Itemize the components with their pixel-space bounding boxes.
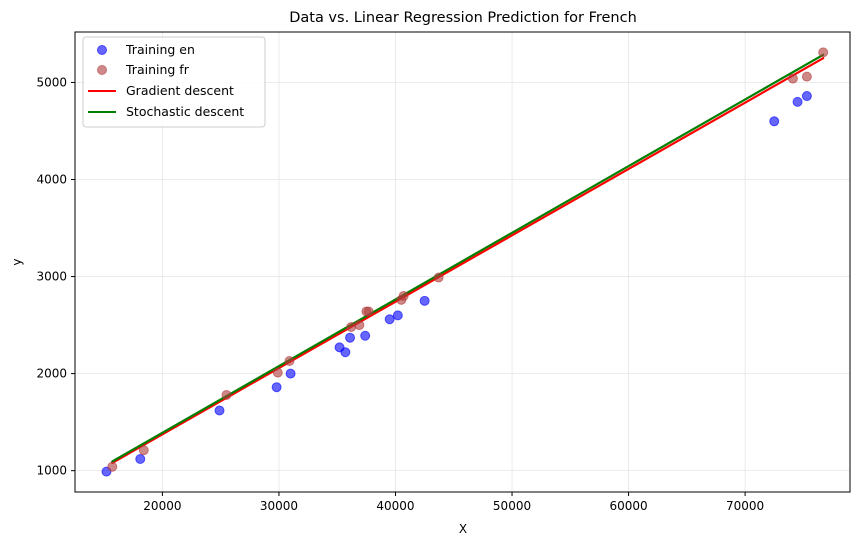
training-en-point <box>769 116 780 127</box>
training-fr-point <box>398 290 409 301</box>
training-en-point <box>340 347 351 358</box>
training-fr-point <box>433 272 444 283</box>
x-tick-label: 70000 <box>726 499 764 513</box>
training-fr-point <box>354 320 365 331</box>
training-en-point <box>392 310 403 321</box>
training-en-point <box>135 454 146 465</box>
training-fr-point <box>272 367 283 378</box>
training-fr-point <box>138 445 149 456</box>
legend-marker-training-fr <box>97 65 107 75</box>
training-en-point <box>345 332 356 343</box>
training-en-point <box>384 314 395 325</box>
x-tick-label: 60000 <box>609 499 647 513</box>
legend-label-gradient-descent: Gradient descent <box>126 83 234 98</box>
legend-marker-training-en <box>97 45 107 55</box>
training-fr-point <box>818 47 829 58</box>
chart-title: Data vs. Linear Regression Prediction fo… <box>289 10 637 26</box>
x-tick-label: 20000 <box>143 499 181 513</box>
y-tick-label: 3000 <box>36 270 67 284</box>
legend-label-training-en: Training en <box>125 42 195 57</box>
training-fr-point <box>107 461 118 472</box>
y-tick-label: 5000 <box>36 75 67 89</box>
training-fr-point <box>363 306 374 317</box>
training-en-point <box>360 330 371 341</box>
x-tick-label: 30000 <box>260 499 298 513</box>
axis-ticks: 20000 30000 40000 50000 60000 70000 1000 2000 30… <box>36 75 764 513</box>
legend-box <box>82 36 266 128</box>
training-fr-point <box>787 73 798 84</box>
training-en-point <box>419 295 430 306</box>
x-tick-label: 40000 <box>376 499 414 513</box>
training-en-point <box>792 96 803 107</box>
legend: Training en Training fr Gradient descent… <box>82 36 266 128</box>
y-tick-label: 2000 <box>36 367 67 381</box>
x-tick-label: 50000 <box>493 499 531 513</box>
legend-label-stochastic-descent: Stochastic descent <box>126 104 244 119</box>
x-axis-title: X <box>459 522 467 536</box>
training-fr-point <box>801 71 812 82</box>
training-en-point <box>801 91 812 102</box>
training-en-point <box>214 405 225 416</box>
training-fr-point <box>284 355 295 366</box>
training-fr-point <box>221 389 232 400</box>
legend-label-training-fr: Training fr <box>125 62 190 77</box>
training-en-point <box>285 368 296 379</box>
training-en-point <box>271 382 282 393</box>
plot-area <box>74 31 851 493</box>
y-tick-label: 4000 <box>36 173 67 187</box>
training-fr-point <box>346 322 357 333</box>
y-tick-label: 1000 <box>36 464 67 478</box>
y-axis-title: y <box>10 258 24 265</box>
scatter-points <box>101 47 829 477</box>
